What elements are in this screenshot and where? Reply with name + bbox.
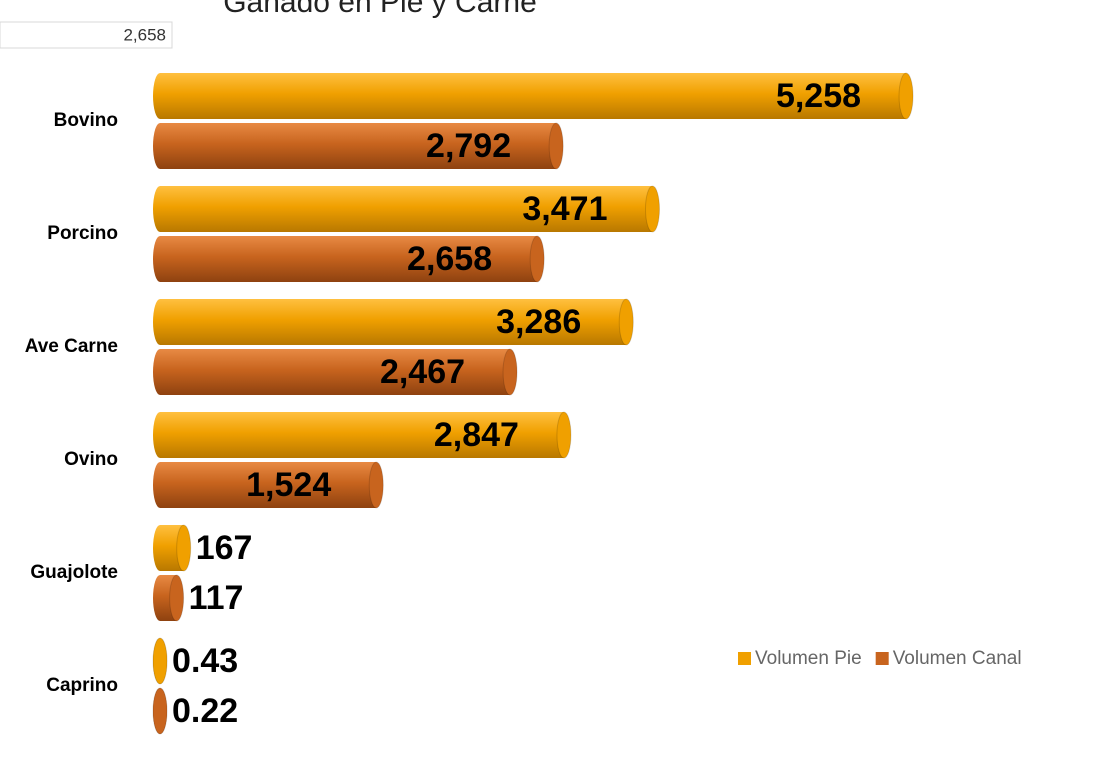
- legend-swatch: [876, 652, 889, 665]
- value-label: 1,524: [246, 466, 331, 504]
- value-label: 167: [196, 529, 253, 567]
- category-label: Ovino: [64, 449, 118, 470]
- bar: [153, 575, 184, 621]
- value-label: 3,286: [496, 303, 581, 341]
- legend-label: Volumen Canal: [893, 648, 1022, 669]
- value-label: 5,258: [776, 77, 861, 115]
- bar: [153, 638, 167, 684]
- value-label: 2,847: [434, 416, 519, 454]
- value-label: 2,467: [380, 353, 465, 391]
- bar: [153, 525, 191, 571]
- category-label: Porcino: [47, 223, 118, 244]
- chart: 2,658 Ganado en Pie y Carne Bovino 5,258 2…: [0, 0, 1113, 764]
- cell-value: 2,658: [123, 25, 166, 44]
- value-label: 0.22: [172, 692, 238, 730]
- category-label: Guajolote: [30, 562, 118, 583]
- chart-title: Ganado en Pie y Carne: [223, 0, 537, 19]
- bar: [153, 688, 167, 734]
- value-label: 0.43: [172, 642, 238, 680]
- legend-swatch: [738, 652, 751, 665]
- value-label: 3,471: [522, 190, 607, 228]
- category-label: Caprino: [46, 675, 118, 696]
- value-label: 117: [189, 579, 244, 617]
- category-label: Bovino: [54, 110, 118, 131]
- value-label: 2,658: [407, 240, 492, 278]
- legend-label: Volumen Pie: [755, 648, 862, 669]
- value-label: 2,792: [426, 127, 511, 165]
- category-label: Ave Carne: [25, 336, 118, 357]
